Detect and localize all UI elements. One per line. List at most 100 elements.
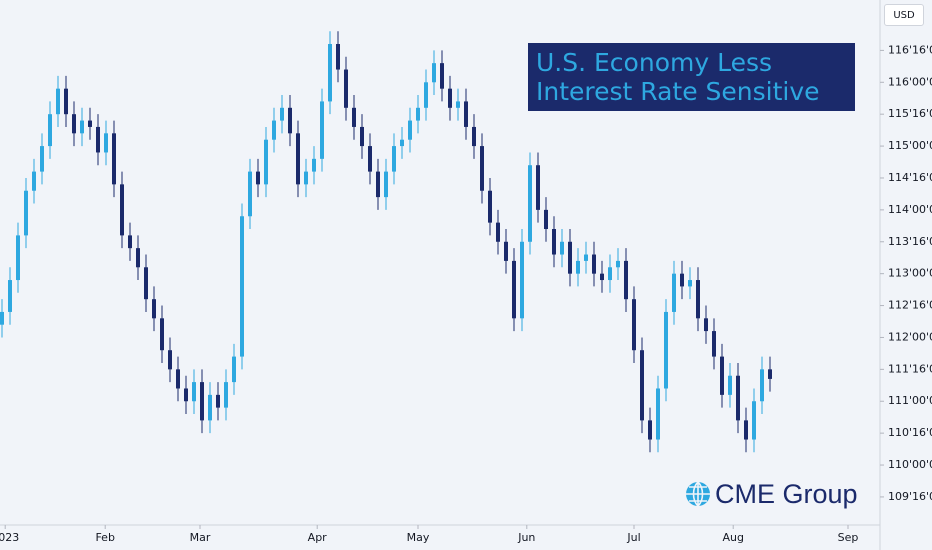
candle-body (768, 369, 772, 379)
candle-body (352, 107, 356, 127)
y-tick-label: 114'00'0 (888, 203, 932, 216)
candle-body (760, 369, 764, 402)
candle-body (496, 222, 500, 242)
candle-body (576, 260, 580, 274)
candle-body (344, 69, 348, 108)
y-tick-label: 113'00'0 (888, 267, 932, 280)
candle-body (656, 388, 660, 440)
y-tick-label: 111'16'0 (888, 362, 932, 375)
candle-body (328, 44, 332, 102)
candle-body (248, 171, 252, 217)
candle-body (200, 382, 204, 421)
candle-body (472, 126, 476, 147)
candle-body (712, 331, 716, 357)
candle-body (416, 107, 420, 121)
y-tick-label: 116'00'0 (888, 75, 932, 88)
candle-body (32, 171, 36, 191)
candle-body (392, 146, 396, 172)
candle-body (528, 165, 532, 242)
x-tick-label: Apr (308, 531, 328, 544)
candle-body (56, 88, 60, 115)
y-tick-label: 112'16'0 (888, 299, 932, 312)
candle-body (240, 216, 244, 357)
candle-body (136, 248, 140, 268)
y-tick-label: 114'16'0 (888, 171, 932, 184)
candle-body (360, 126, 364, 147)
candle-body (536, 165, 540, 210)
x-tick-label: Jun (517, 531, 535, 544)
candle-body (608, 267, 612, 281)
candle-body (312, 158, 316, 172)
candle-body (640, 350, 644, 421)
candle-body (384, 171, 388, 198)
y-tick-label: 110'16'0 (888, 426, 932, 439)
y-tick-label: 109'16'0 (888, 490, 932, 503)
candle-body (304, 171, 308, 185)
candle-body (48, 114, 52, 147)
candle-body (688, 280, 692, 287)
x-tick-label: 2023 (0, 531, 19, 544)
candle-body (408, 120, 412, 140)
candle-body (720, 356, 724, 395)
candle-body (504, 241, 508, 261)
candle-body (560, 241, 564, 255)
logo: CME Group (685, 476, 858, 512)
candle-body (112, 133, 116, 185)
candle-body (24, 190, 28, 236)
candle-body (288, 107, 292, 134)
candle-body (0, 311, 4, 325)
candle-body (144, 267, 148, 300)
candle-body (632, 299, 636, 351)
candle-body (624, 260, 628, 300)
candle-body (584, 254, 588, 261)
candle-body (192, 382, 196, 402)
candle-body (600, 273, 604, 281)
candle-body (152, 299, 156, 319)
candle-body (616, 260, 620, 268)
candle-body (480, 146, 484, 191)
candle-body (160, 318, 164, 351)
y-tick-label: 110'00'0 (888, 458, 932, 471)
logo-globe (686, 481, 710, 507)
candle-body (432, 63, 436, 83)
candle-body (184, 388, 188, 402)
candle-body (40, 146, 44, 172)
x-tick-label: Feb (95, 531, 114, 544)
x-tick-label: Sep (838, 531, 859, 544)
candle-body (752, 401, 756, 440)
candle-body (128, 235, 132, 249)
candle-body (520, 241, 524, 319)
y-tick-label: 116'16'0 (888, 43, 932, 56)
candle-body (592, 254, 596, 274)
candle-body (88, 120, 92, 127)
candle-body (448, 88, 452, 108)
candle-body (336, 44, 340, 70)
candle-body (544, 209, 548, 230)
candle-body (64, 88, 68, 115)
currency-label: USD (884, 4, 924, 26)
candle-body (280, 107, 284, 121)
candle-body (264, 139, 268, 185)
candle-body (400, 139, 404, 147)
candle-body (168, 350, 172, 370)
candle-body (744, 420, 748, 440)
candle-body (368, 146, 372, 172)
chart-title: U.S. Economy Less Interest Rate Sensitiv… (528, 43, 855, 111)
candle-body (376, 171, 380, 198)
candle-body (320, 101, 324, 159)
x-tick-label: Mar (190, 531, 211, 544)
y-tick-label: 111'00'0 (888, 394, 932, 407)
candle-body (80, 120, 84, 134)
candle-body (216, 394, 220, 408)
y-tick-label: 113'16'0 (888, 235, 932, 248)
x-tick-label: Aug (722, 531, 743, 544)
candle-body (672, 273, 676, 312)
candle-body (440, 63, 444, 89)
candle-body (728, 375, 732, 395)
candle-body (256, 171, 260, 185)
candle-body (120, 184, 124, 236)
candle-body (232, 356, 236, 383)
candle-body (296, 133, 300, 185)
